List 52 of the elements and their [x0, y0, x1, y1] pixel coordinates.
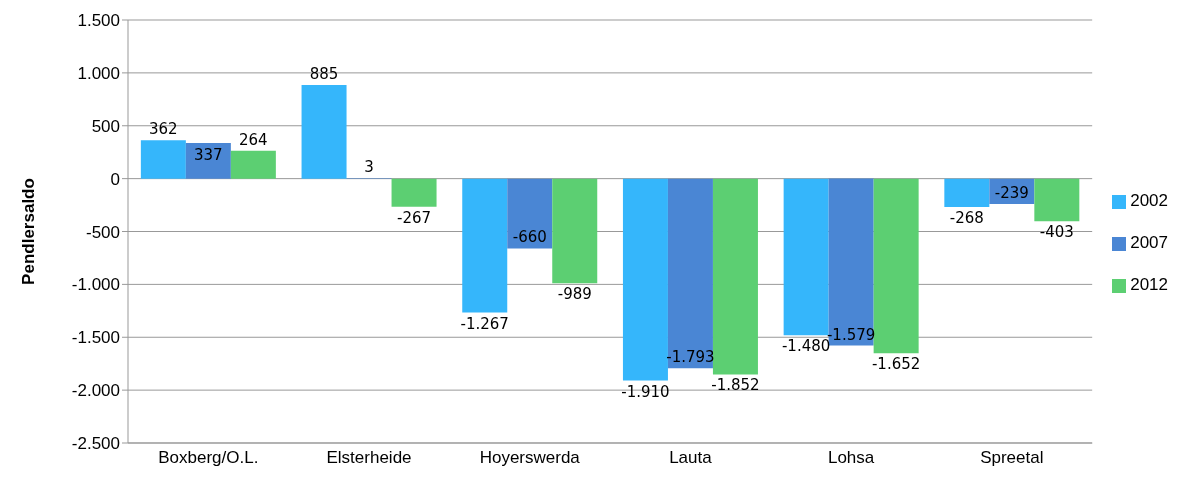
data-label: -1.480	[781, 337, 831, 356]
legend-label: 2007	[1130, 233, 1168, 252]
y-tick-label: -2.000	[71, 381, 120, 401]
data-label: 362	[149, 120, 178, 139]
x-tick-label: Elsterheide	[326, 448, 412, 468]
y-tick-label: -1.500	[71, 328, 120, 348]
bar	[462, 178, 508, 313]
bar	[873, 178, 919, 354]
x-tick-label: Boxberg/O.L.	[158, 448, 259, 468]
bar	[944, 178, 990, 207]
data-label: -1.267	[460, 314, 509, 333]
data-label: -1.793	[666, 348, 715, 367]
data-label: -1.910	[621, 382, 670, 401]
data-label: 264	[239, 130, 268, 149]
data-label: 337	[194, 145, 223, 164]
bar	[552, 178, 598, 284]
data-label: 885	[309, 65, 339, 84]
x-tick-label: Lohsa	[827, 448, 875, 468]
legend-label: 2012	[1130, 275, 1168, 294]
bar	[1034, 178, 1080, 222]
bar	[507, 178, 553, 249]
x-tick-label: Hoyerswerda	[479, 448, 581, 468]
data-label: 3	[364, 158, 374, 177]
data-label: -268	[949, 208, 984, 227]
bar	[391, 178, 437, 207]
y-tick-label: 500	[91, 116, 120, 136]
y-tick-label: -1.000	[71, 275, 120, 295]
data-label: -660	[512, 228, 547, 247]
bar	[783, 178, 829, 336]
bar	[622, 178, 668, 381]
bar	[667, 178, 713, 369]
bar	[301, 85, 347, 179]
data-label: -1.852	[711, 376, 760, 395]
x-tick-label: Spreetal	[980, 448, 1044, 468]
legend-label: 2002	[1130, 191, 1168, 210]
data-label: -267	[397, 208, 432, 227]
y-tick-label: -500	[85, 222, 120, 242]
y-tick-label: 1.500	[77, 11, 120, 31]
data-label: -1.652	[871, 355, 921, 374]
bar	[230, 150, 276, 179]
y-tick-label: -2.500	[71, 434, 120, 454]
data-label: -403	[1039, 223, 1074, 242]
y-tick-label: 0	[110, 169, 120, 189]
y-axis-title: Pendlersaldo	[19, 178, 39, 285]
bar	[712, 178, 758, 375]
bar	[140, 140, 186, 179]
data-label: -989	[557, 285, 592, 304]
bar	[185, 142, 231, 179]
x-tick-label: Lauta	[669, 448, 713, 468]
bar	[828, 178, 874, 346]
y-tick-label: 1.000	[77, 63, 120, 83]
data-label: -239	[994, 183, 1029, 202]
